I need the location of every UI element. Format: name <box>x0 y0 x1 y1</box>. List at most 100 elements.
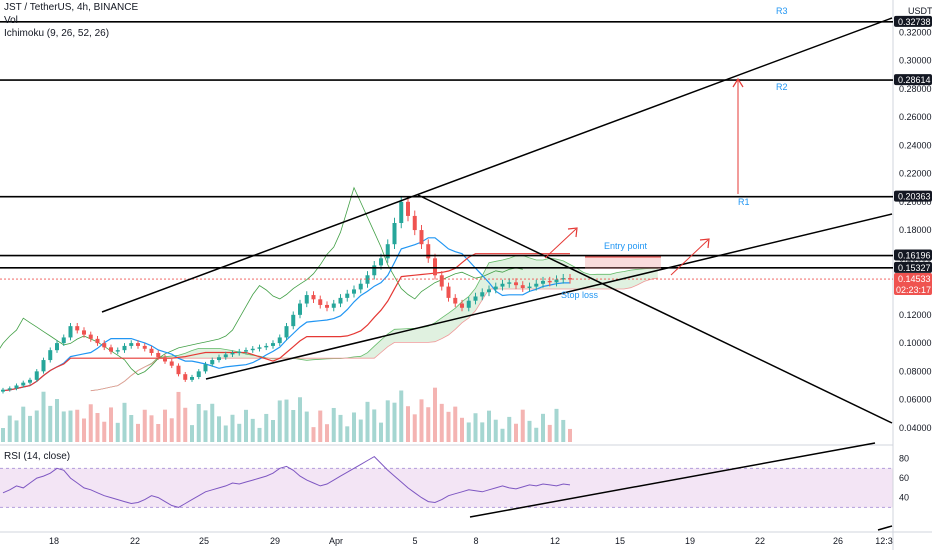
candle-body <box>7 388 12 390</box>
rsi-band-fill <box>0 468 893 508</box>
volume-bar <box>466 422 471 442</box>
price-tick-label: 0.20000 <box>899 197 932 207</box>
candle-body <box>75 326 80 331</box>
kijun-line <box>2 253 570 392</box>
candle-body <box>460 303 464 308</box>
candle-body <box>534 283 539 287</box>
candle-body <box>61 337 66 344</box>
volume-bar <box>163 409 167 442</box>
candle-body <box>142 345 147 349</box>
volume-bar <box>520 409 525 442</box>
candle-body <box>493 286 498 290</box>
time-tick-label: 12 <box>550 536 560 546</box>
volume-bar <box>406 406 410 442</box>
target-arrow-head <box>732 77 744 88</box>
chikou-line <box>0 186 523 376</box>
candle-body <box>55 343 59 351</box>
volume-bar <box>433 387 437 442</box>
candle-body <box>392 223 397 245</box>
volume-bar <box>358 419 363 442</box>
price-level-tag <box>894 15 932 27</box>
candle-body <box>82 330 86 335</box>
candle-body <box>264 345 269 348</box>
volume-bar <box>169 418 174 442</box>
candle-body <box>102 343 107 348</box>
candle-body <box>169 361 174 366</box>
entry-point-label: Entry point <box>604 241 648 251</box>
volume-bar <box>223 425 228 442</box>
volume-bar <box>379 422 383 442</box>
price-level-tag <box>894 190 932 202</box>
candle-body <box>338 297 343 304</box>
up-arrow-2-head <box>699 238 710 249</box>
price-tick-label: 0.32000 <box>899 27 932 37</box>
volume-bar <box>48 405 53 442</box>
volume-bar <box>122 402 127 442</box>
volume-bar <box>7 415 12 442</box>
candle-body <box>284 326 289 338</box>
candle-body <box>298 303 302 315</box>
price-level-tag-label: 0.14533 <box>898 274 931 284</box>
volume-bar <box>250 418 255 442</box>
rsi-line <box>2 455 571 508</box>
time-axis[interactable]: 18 22 25 29 Apr 5 8 12 15 19 22 26 12:3 <box>49 536 893 546</box>
volume-bar <box>21 406 26 442</box>
volume-bar <box>277 400 282 442</box>
volume-bar <box>95 413 100 442</box>
candle-body <box>446 286 451 298</box>
volume-bar <box>304 411 309 442</box>
time-tick-label: 29 <box>270 536 280 546</box>
volume-bar <box>176 391 181 442</box>
candle-body <box>136 343 140 346</box>
candle-body <box>480 292 485 297</box>
volume-bar <box>210 403 215 442</box>
time-tick-label: 25 <box>199 536 209 546</box>
volume-bar <box>102 421 107 442</box>
volume-bar <box>244 409 248 442</box>
candle-body <box>163 357 167 362</box>
volume-bar <box>439 403 444 442</box>
rsi-tick-label: 40 <box>899 493 909 503</box>
drawings[interactable] <box>0 17 893 531</box>
stop-loss-label: Stop loss <box>561 290 599 300</box>
candle-body <box>210 360 215 365</box>
time-tick-label: 26 <box>833 536 843 546</box>
price-axis[interactable]: 0.32000 0.30000 0.28000 0.26000 0.24000 0.220… <box>894 6 932 503</box>
symbol-title: JST / TetherUS, 4h, BINANCE <box>4 2 139 13</box>
candle-body <box>196 371 201 378</box>
candle-body <box>68 326 73 338</box>
price-tick-label: 0.24000 <box>899 140 932 150</box>
candle-body <box>527 286 532 288</box>
candle-body <box>520 285 525 288</box>
candle-body <box>304 295 309 304</box>
up-arrow-1 <box>544 228 577 259</box>
price-tick-label: 0.06000 <box>899 395 932 405</box>
candle-body <box>183 374 188 380</box>
candle-body <box>466 300 471 308</box>
volume-bar <box>487 410 491 442</box>
candle-body <box>379 258 383 266</box>
candle-body <box>291 314 296 327</box>
price-tick-label: 0.30000 <box>899 56 932 66</box>
volume-bar <box>500 428 505 442</box>
up-arrow-1-head <box>567 227 578 238</box>
time-tick-label: 22 <box>755 536 765 546</box>
rsi-trendline-extension <box>877 525 893 531</box>
volume-bar <box>480 422 485 442</box>
volume-bar <box>34 410 39 442</box>
rsi-trendline <box>469 442 876 518</box>
volume-bar <box>291 410 296 442</box>
volume-bar <box>257 427 262 442</box>
candle-body <box>109 347 113 352</box>
candle-body <box>514 282 518 286</box>
volume-bar <box>338 414 343 442</box>
time-tick-label: 8 <box>473 536 478 546</box>
candle-body <box>365 275 370 284</box>
price-level-tag <box>894 249 932 261</box>
volume-bar <box>345 426 350 442</box>
time-tick-label: 22 <box>130 536 140 546</box>
volume-bar <box>365 401 370 442</box>
price-tick-label: 0.12000 <box>899 310 932 320</box>
